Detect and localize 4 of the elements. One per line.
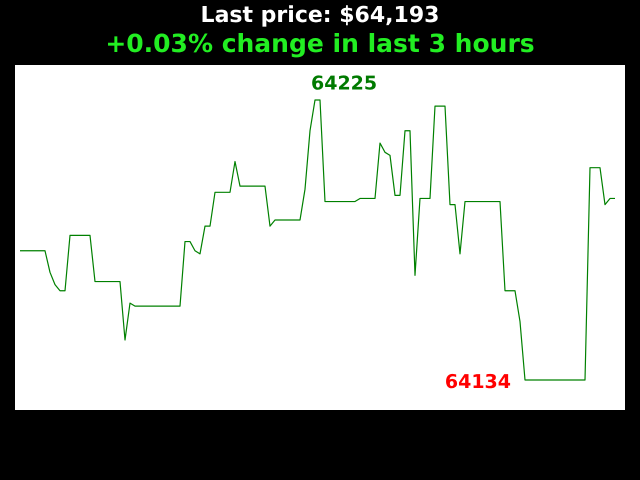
chart-title: Last price: $64,193 xyxy=(200,2,440,30)
chart-subtitle: +0.03% change in last 3 hours xyxy=(104,28,536,60)
data-label: 64134 xyxy=(444,370,511,393)
data-label: 64225 xyxy=(311,72,378,94)
